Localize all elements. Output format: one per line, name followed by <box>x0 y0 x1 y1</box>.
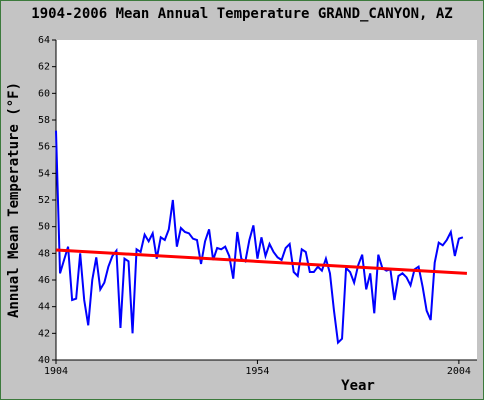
x-tick-label: 2004 <box>447 366 471 377</box>
trend-line <box>55 248 468 275</box>
x-axis-label: Year <box>341 378 375 394</box>
y-tick-label: 48 <box>38 248 50 259</box>
y-tick-label: 46 <box>38 275 50 286</box>
y-tick-label: 64 <box>38 35 50 46</box>
y-axis-label: Annual Mean Temperature (°F) <box>6 82 22 318</box>
y-tick-label: 62 <box>38 62 50 73</box>
y-tick-label: 60 <box>38 88 50 99</box>
temperature-line <box>55 130 464 345</box>
x-tick-label: 1904 <box>44 366 68 377</box>
x-tick-label: 1954 <box>245 366 269 377</box>
y-tick-label: 50 <box>38 222 50 233</box>
y-tick-label: 52 <box>38 195 50 206</box>
y-tick-label: 42 <box>38 328 50 339</box>
y-tick-label: 58 <box>38 115 50 126</box>
y-tick-label: 44 <box>38 302 50 313</box>
y-tick-label: 40 <box>38 355 50 366</box>
plot-area <box>56 40 477 360</box>
chart-title: 1904-2006 Mean Annual Temperature GRAND_… <box>31 6 452 22</box>
y-tick-label: 54 <box>38 168 50 179</box>
y-tick-label: 56 <box>38 142 50 153</box>
